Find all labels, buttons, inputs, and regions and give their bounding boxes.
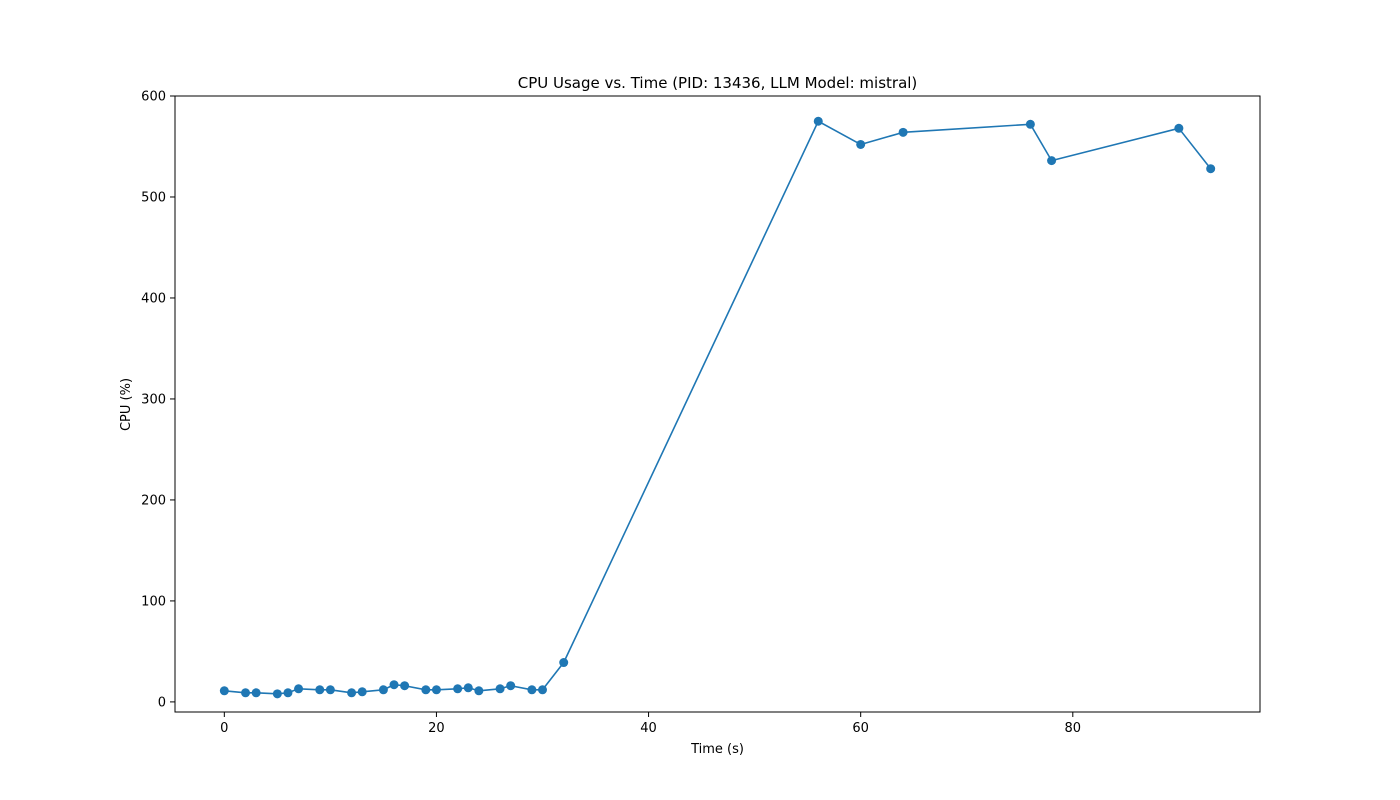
data-point: [1174, 123, 1184, 133]
y-tick-label: 200: [141, 493, 166, 508]
data-point: [898, 127, 908, 137]
y-tick-label: 500: [141, 190, 166, 205]
chart-title: CPU Usage vs. Time (PID: 13436, LLM Mode…: [518, 74, 918, 92]
data-point: [813, 116, 823, 126]
data-point: [219, 686, 229, 696]
data-point: [495, 684, 505, 694]
data-point: [378, 685, 388, 695]
data-point: [325, 685, 335, 695]
x-tick-label: 20: [428, 721, 445, 736]
y-tick-label: 600: [141, 90, 166, 105]
data-point: [431, 685, 441, 695]
data-point: [1206, 164, 1216, 174]
data-point: [856, 139, 866, 149]
data-point: [421, 685, 431, 695]
data-point: [506, 681, 516, 691]
data-point: [474, 686, 484, 696]
y-axis-label: CPU (%): [119, 378, 134, 431]
data-point: [283, 688, 293, 698]
x-axis-label: Time (s): [690, 742, 744, 757]
data-point: [559, 658, 569, 668]
axes-layer: 0 20 40 60 80 0 100 200 300 400 500 600: [141, 90, 1261, 736]
data-point: [251, 688, 261, 698]
data-point: [527, 685, 537, 695]
data-point: [272, 689, 282, 699]
data-point: [1025, 119, 1035, 129]
data-point: [294, 684, 304, 694]
series-layer: [219, 116, 1216, 699]
data-point: [389, 680, 399, 690]
y-tick-label: 0: [158, 695, 166, 710]
data-point: [315, 685, 325, 695]
plot-frame: [174, 95, 1261, 713]
y-tick-label: 100: [141, 594, 166, 609]
data-point: [453, 684, 463, 694]
y-tick-label: 400: [141, 291, 166, 306]
x-tick-label: 80: [1065, 721, 1082, 736]
data-point: [357, 687, 367, 697]
x-tick-label: 40: [640, 721, 657, 736]
x-tick-label: 60: [852, 721, 869, 736]
data-point: [400, 681, 410, 691]
y-tick-label: 300: [141, 392, 166, 407]
data-point: [1047, 156, 1057, 166]
data-point: [241, 688, 251, 698]
data-point: [463, 683, 473, 693]
data-point: [538, 685, 547, 695]
x-tick-label: 0: [220, 721, 228, 736]
data-point: [347, 688, 357, 698]
